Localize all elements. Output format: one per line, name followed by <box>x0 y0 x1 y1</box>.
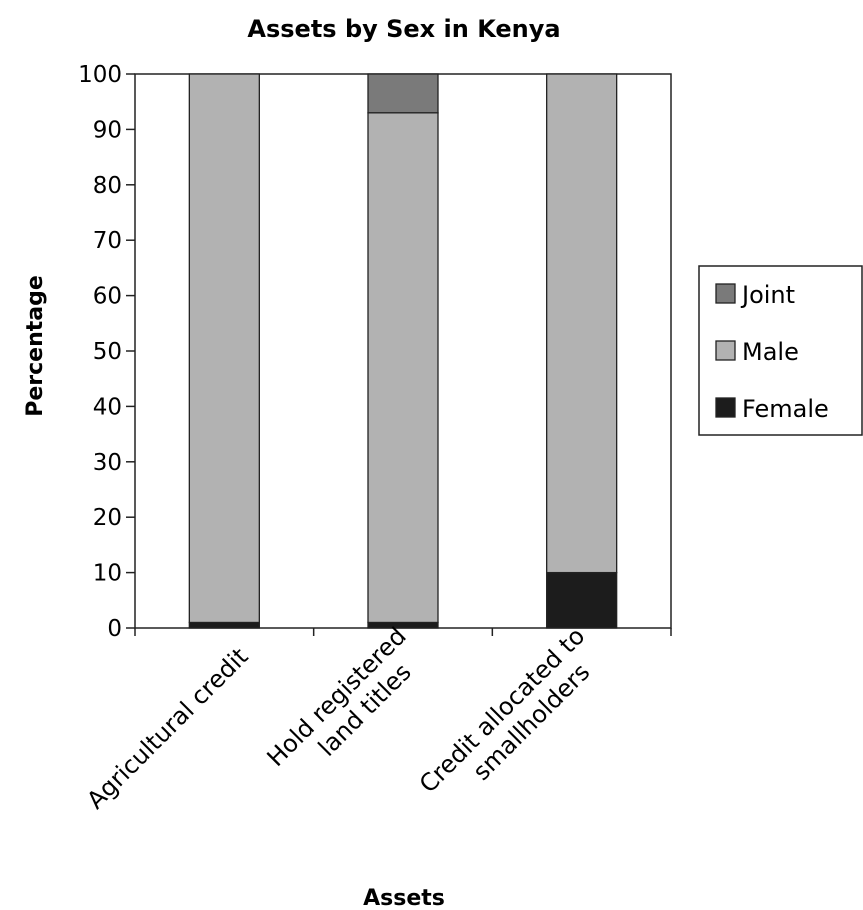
x-category-label: Agricultural credit <box>81 642 253 814</box>
y-tick-label: 30 <box>93 450 122 476</box>
y-tick-label: 80 <box>93 173 122 199</box>
bar-segment-female <box>367 621 439 629</box>
legend: Joint Male Female <box>698 265 863 436</box>
legend-label-female: Female <box>742 395 829 423</box>
y-tick-label: 0 <box>107 616 122 642</box>
bar-segment-female <box>546 571 618 629</box>
bar-segment-male <box>367 112 439 624</box>
bar-segment-male <box>546 73 618 574</box>
y-tick-label: 70 <box>93 228 122 254</box>
y-tick-label: 10 <box>93 561 122 587</box>
chart-title: Assets by Sex in Kenya <box>247 15 560 43</box>
y-tick-label: 50 <box>93 339 122 365</box>
y-tick-label: 40 <box>93 394 122 420</box>
bars <box>188 73 618 629</box>
bar-segment-female <box>188 621 260 629</box>
legend-label-male: Male <box>742 338 799 366</box>
y-axis: 0 10 20 30 40 50 60 70 80 90 100 <box>78 62 135 642</box>
legend-swatch-joint <box>715 283 736 304</box>
bar-segment-joint <box>367 73 439 114</box>
y-tick-label: 90 <box>93 117 122 143</box>
legend-label-joint: Joint <box>740 281 795 309</box>
y-tick-label: 60 <box>93 284 122 310</box>
x-category-label-line: Agricultural credit <box>81 642 253 814</box>
x-axis-title: Assets <box>363 886 445 910</box>
y-tick-label: 100 <box>78 62 122 88</box>
x-category-label-line: Credit allocated to <box>414 622 590 798</box>
y-axis-title: Percentage <box>23 275 48 417</box>
legend-swatch-female <box>715 397 736 418</box>
y-tick-label: 20 <box>93 505 122 531</box>
bar-segment-male <box>188 73 260 624</box>
legend-swatch-male <box>715 340 736 361</box>
